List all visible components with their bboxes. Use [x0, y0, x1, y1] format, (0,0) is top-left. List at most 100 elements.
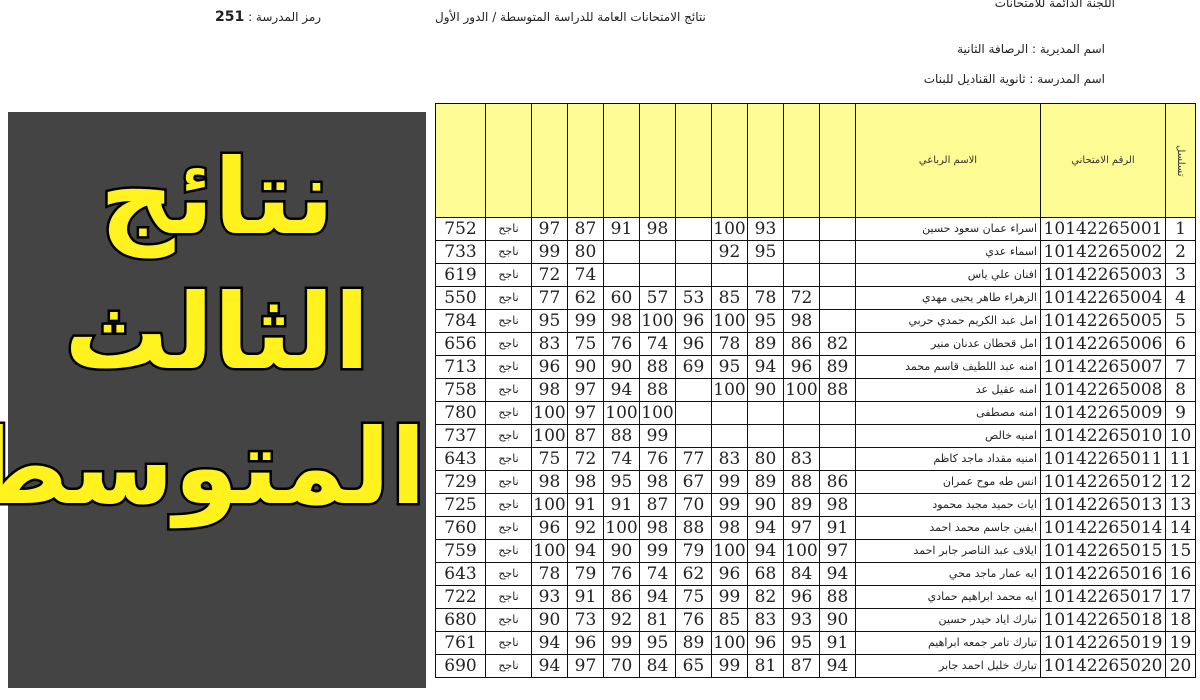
exam-no-cell: 10142265015	[1040, 539, 1166, 563]
header-subject	[675, 103, 712, 218]
table-row: 784 ناجح 95 99 98 100 96 100 95 98 امل عبد الكريم …	[435, 309, 1196, 333]
exam-no-cell: 10142265004	[1040, 286, 1166, 310]
header-subject	[819, 103, 856, 218]
score-cell: 65	[675, 654, 712, 678]
score-cell: 80	[747, 447, 784, 471]
seq-cell: 2	[1165, 240, 1196, 264]
score-cell: 98	[783, 309, 820, 333]
score-cell: 94	[747, 516, 784, 540]
name-cell: امنه عبد اللطيف قاسم محمد	[855, 355, 1041, 379]
score-cell: 90	[747, 493, 784, 517]
exam-no-cell: 10142265013	[1040, 493, 1166, 517]
score-cell: 94	[531, 654, 568, 678]
score-cell: 98	[639, 217, 676, 241]
score-cell: 81	[639, 608, 676, 632]
score-cell: 100	[783, 378, 820, 402]
school-code-label: رمز المدرسة :	[248, 10, 322, 24]
header-subject	[567, 103, 604, 218]
score-cell	[819, 263, 856, 287]
result: ناجح	[485, 654, 532, 678]
score-cell: 92	[603, 608, 640, 632]
score-cell	[603, 263, 640, 287]
score-cell: 91	[819, 631, 856, 655]
score-cell	[783, 217, 820, 241]
total: 737	[435, 424, 486, 448]
score-cell: 96	[711, 562, 748, 586]
result: ناجح	[485, 539, 532, 563]
score-cell	[819, 217, 856, 241]
document-title: نتائج الامتحانات العامة للدراسة المتوسطة…	[435, 10, 706, 24]
seq-cell: 6	[1165, 332, 1196, 356]
seq-cell: 17	[1165, 585, 1196, 609]
seq-cell: 19	[1165, 631, 1196, 655]
score-cell	[675, 217, 712, 241]
seq-cell: 5	[1165, 309, 1196, 333]
score-cell: 77	[675, 447, 712, 471]
result: ناجح	[485, 355, 532, 379]
result: ناجح	[485, 401, 532, 425]
score-cell: 99	[531, 240, 568, 264]
table-row: 759 ناجح 100 94 90 99 79 100 94 100 97 ايلاف عبد ال…	[435, 539, 1196, 563]
name-cell: امل عبد الكريم حمدي حربي	[855, 309, 1041, 333]
score-cell: 80	[567, 240, 604, 264]
score-cell: 69	[675, 355, 712, 379]
score-cell	[783, 401, 820, 425]
exam-no-cell: 10142265002	[1040, 240, 1166, 264]
score-cell: 96	[675, 332, 712, 356]
score-cell	[819, 447, 856, 471]
score-cell: 95	[747, 309, 784, 333]
seq-cell: 20	[1165, 654, 1196, 678]
score-cell: 91	[603, 217, 640, 241]
score-cell: 100	[711, 631, 748, 655]
score-cell: 90	[567, 355, 604, 379]
score-cell	[639, 263, 676, 287]
total: 619	[435, 263, 486, 287]
score-cell	[783, 263, 820, 287]
result: ناجح	[485, 378, 532, 402]
total: 643	[435, 562, 486, 586]
score-cell: 96	[783, 355, 820, 379]
score-cell: 53	[675, 286, 712, 310]
result: ناجح	[485, 286, 532, 310]
seq-cell: 10	[1165, 424, 1196, 448]
score-cell: 94	[819, 562, 856, 586]
header-subject	[783, 103, 820, 218]
score-cell: 88	[819, 585, 856, 609]
directorate-name: اسم المديرية : الرصافة الثانية	[957, 42, 1105, 56]
score-cell: 72	[567, 447, 604, 471]
score-cell: 89	[747, 470, 784, 494]
score-cell: 99	[711, 470, 748, 494]
seq-cell: 12	[1165, 470, 1196, 494]
header-subject	[711, 103, 748, 218]
score-cell: 93	[747, 217, 784, 241]
result: ناجح	[485, 608, 532, 632]
total: 760	[435, 516, 486, 540]
exam-no-cell: 10142265018	[1040, 608, 1166, 632]
score-cell: 97	[567, 378, 604, 402]
exam-no-cell: 10142265007	[1040, 355, 1166, 379]
exam-no-cell: 10142265008	[1040, 378, 1166, 402]
score-cell: 100	[711, 309, 748, 333]
header-subject	[603, 103, 640, 218]
score-cell: 100	[603, 516, 640, 540]
school-code: رمز المدرسة : 251	[215, 9, 321, 25]
header-subject	[639, 103, 676, 218]
total: 656	[435, 332, 486, 356]
name-cell: ايه محمد ابراهيم حمادي	[855, 585, 1041, 609]
header-total	[435, 103, 486, 218]
score-cell: 100	[711, 217, 748, 241]
score-cell: 88	[639, 355, 676, 379]
name-cell: امنيه مقداد ماجد كاظم	[855, 447, 1041, 471]
score-cell: 90	[531, 608, 568, 632]
name-cell: الزهراء طاهر يحيى مهدي	[855, 286, 1041, 310]
score-cell	[819, 424, 856, 448]
score-cell: 100	[711, 378, 748, 402]
name-cell: امل قحطان عدنان منير	[855, 332, 1041, 356]
score-cell: 73	[567, 608, 604, 632]
name-cell: ايه عمار ماجد محي	[855, 562, 1041, 586]
score-cell: 95	[531, 309, 568, 333]
total: 759	[435, 539, 486, 563]
score-cell: 95	[711, 355, 748, 379]
score-cell: 97	[531, 217, 568, 241]
title-overlay-backdrop	[8, 112, 426, 688]
